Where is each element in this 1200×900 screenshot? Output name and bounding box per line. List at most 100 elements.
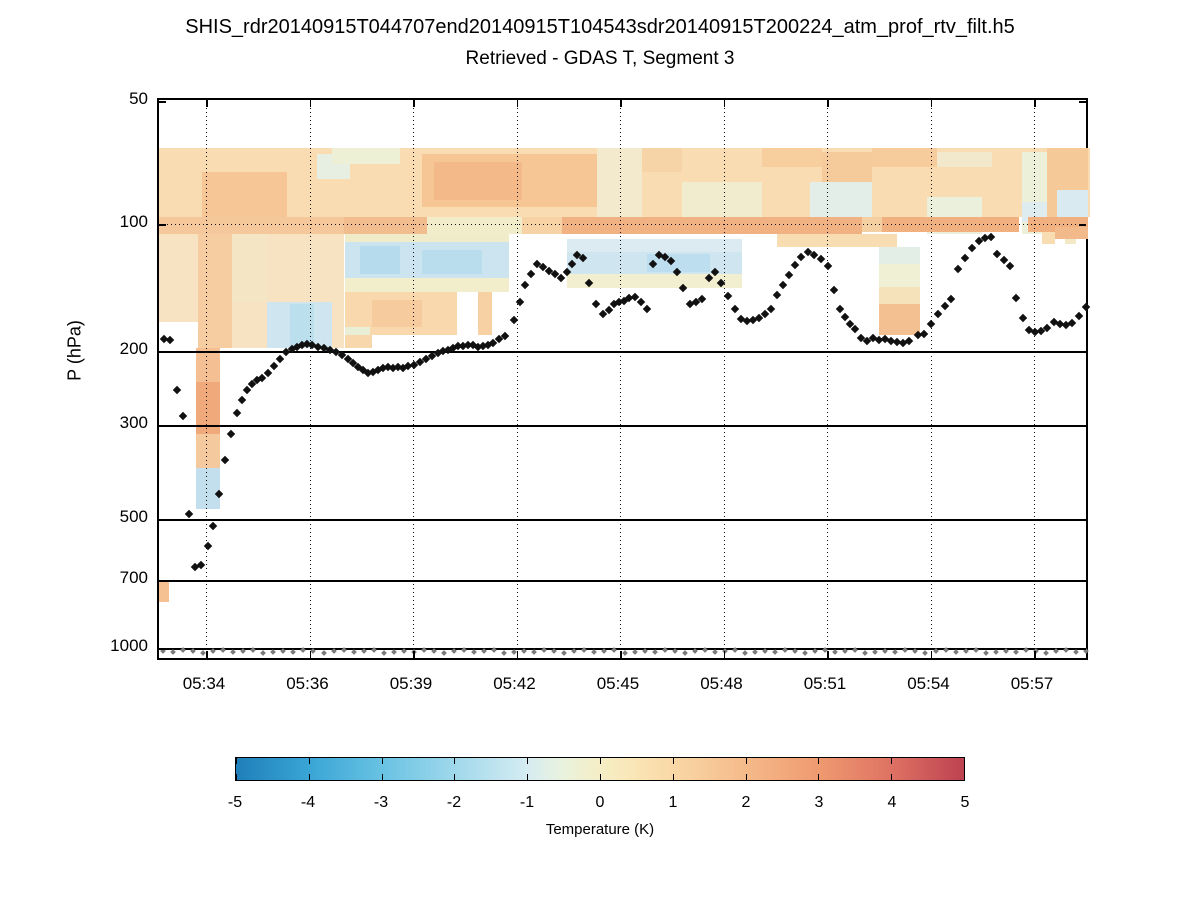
y-tick-label: 200 (119, 339, 148, 358)
colorbar-tick-label: 2 (741, 794, 751, 811)
heatmap-cell (879, 247, 920, 264)
y-tick-label: 300 (119, 413, 148, 432)
colorbar-tick-label: -4 (300, 794, 316, 811)
x-tick-label: 05:34 (182, 674, 226, 693)
colorbar-tick-top (600, 758, 601, 764)
heatmap-cell (345, 327, 370, 335)
heatmap-cell (1042, 232, 1055, 244)
colorbar-tick-top (236, 758, 237, 764)
x-tick-label: 05:48 (700, 674, 743, 693)
heatmap-cell (522, 217, 562, 234)
x-axis-tick-top (1034, 100, 1036, 107)
heatmap-cell (345, 278, 509, 292)
pressure-reference-line (159, 351, 1086, 353)
y-tick-label: 50 (129, 89, 148, 108)
vertical-gridline (723, 100, 725, 658)
y-axis-tick-left (159, 580, 166, 582)
heatmap-cell (478, 292, 492, 335)
x-axis-tick-bottom (413, 651, 415, 658)
heatmap-cell (879, 287, 920, 304)
heatmap-cell (196, 434, 220, 468)
x-axis-tick-bottom (309, 651, 311, 658)
heatmap-cell (567, 239, 742, 252)
x-tick-label: 05:39 (389, 674, 433, 693)
heatmap-cell (937, 152, 992, 167)
heatmap-cell (597, 148, 642, 217)
heatmap-cell (1055, 227, 1088, 239)
x-axis-tick-top (723, 100, 725, 107)
x-tick-label: 05:36 (286, 674, 329, 693)
figure-subtitle: Retrieved - GDAS T, Segment 3 (465, 48, 735, 69)
y-axis-tick-left (159, 351, 166, 353)
y-axis-tick-right (1079, 425, 1086, 427)
heatmap-cell (159, 217, 344, 234)
y-axis-tick-right (1079, 648, 1086, 650)
vertical-gridline (1034, 100, 1035, 658)
colorbar-tick-top (527, 758, 529, 764)
heatmap-cell (344, 217, 427, 234)
heatmap-cell (879, 304, 920, 335)
y-axis-tick-right (1079, 580, 1086, 582)
heatmap-cell (762, 148, 822, 167)
colorbar-tick-bottom (672, 774, 674, 780)
colorbar-tick-label: -1 (519, 794, 535, 811)
x-axis-tick-top (309, 100, 311, 107)
x-axis-tick-bottom (723, 651, 725, 658)
heatmap-cell (202, 172, 287, 217)
heatmap-cell (567, 274, 742, 288)
colorbar (235, 757, 965, 781)
x-axis-tick-bottom (516, 651, 518, 658)
colorbar-tick-bottom (381, 774, 383, 780)
vertical-gridline (516, 100, 518, 658)
heatmap-cell (434, 162, 522, 200)
vertical-gridline (413, 100, 414, 658)
y-axis-tick-left (159, 224, 166, 226)
vertical-gridline (309, 100, 311, 658)
x-axis-tick-bottom (827, 651, 829, 658)
colorbar-tick-top (672, 758, 674, 764)
y-tick-label: 700 (119, 568, 148, 587)
y-tick-label: 500 (119, 507, 148, 526)
x-axis-tick-bottom (206, 651, 208, 658)
colorbar-tick-label: -2 (446, 794, 462, 811)
x-tick-label: 05:51 (803, 674, 847, 693)
colorbar-tick-top (745, 758, 747, 764)
colorbar-tick-bottom (964, 774, 965, 780)
colorbar-tick-bottom (818, 774, 820, 780)
heatmap-cell (872, 148, 937, 167)
axis-ticks-layer (159, 100, 1086, 658)
colorbar-tick-bottom (454, 774, 456, 780)
colorbar-tick-bottom (527, 774, 529, 780)
heatmap-cell (196, 468, 220, 509)
heatmap-cell (427, 217, 522, 234)
vertical-gridline (620, 100, 621, 658)
colorbar-tick-top (381, 758, 383, 764)
colorbar-tick-label: 5 (960, 794, 970, 811)
heatmap-cell (159, 322, 198, 348)
x-axis-tick-top (930, 100, 932, 107)
x-axis-tick-bottom (620, 651, 622, 658)
heatmap-cell (198, 234, 232, 348)
x-axis-tick-top (206, 100, 208, 107)
vertical-gridline (930, 100, 932, 658)
heatmap-cell (822, 152, 872, 182)
colorbar-caption: Temperature (K) (545, 821, 655, 838)
colorbar-tick-label: 3 (814, 794, 824, 811)
y-axis-tick-right (1079, 351, 1086, 353)
heatmap-layer (159, 100, 1090, 658)
x-tick-label: 05:42 (493, 674, 536, 693)
heatmap-cell (642, 148, 682, 172)
heatmap-cell (777, 234, 897, 247)
y-axis-tick-right (1079, 224, 1086, 226)
colorbar-tick-label: 1 (668, 794, 678, 811)
colorbar-tick-label: -3 (373, 794, 389, 811)
y-axis-label: P (hPa) (64, 320, 85, 381)
colorbar-tick-top (454, 758, 456, 764)
colorbar-tick-label: 0 (595, 794, 605, 811)
heatmap-cell (332, 148, 400, 164)
heatmap-cell (422, 250, 482, 274)
colorbar-tick-label: -5 (227, 794, 243, 811)
colorbar-tick-bottom (745, 774, 747, 780)
x-tick-label: 05:45 (596, 674, 640, 693)
colorbar-tick-top (891, 758, 893, 764)
